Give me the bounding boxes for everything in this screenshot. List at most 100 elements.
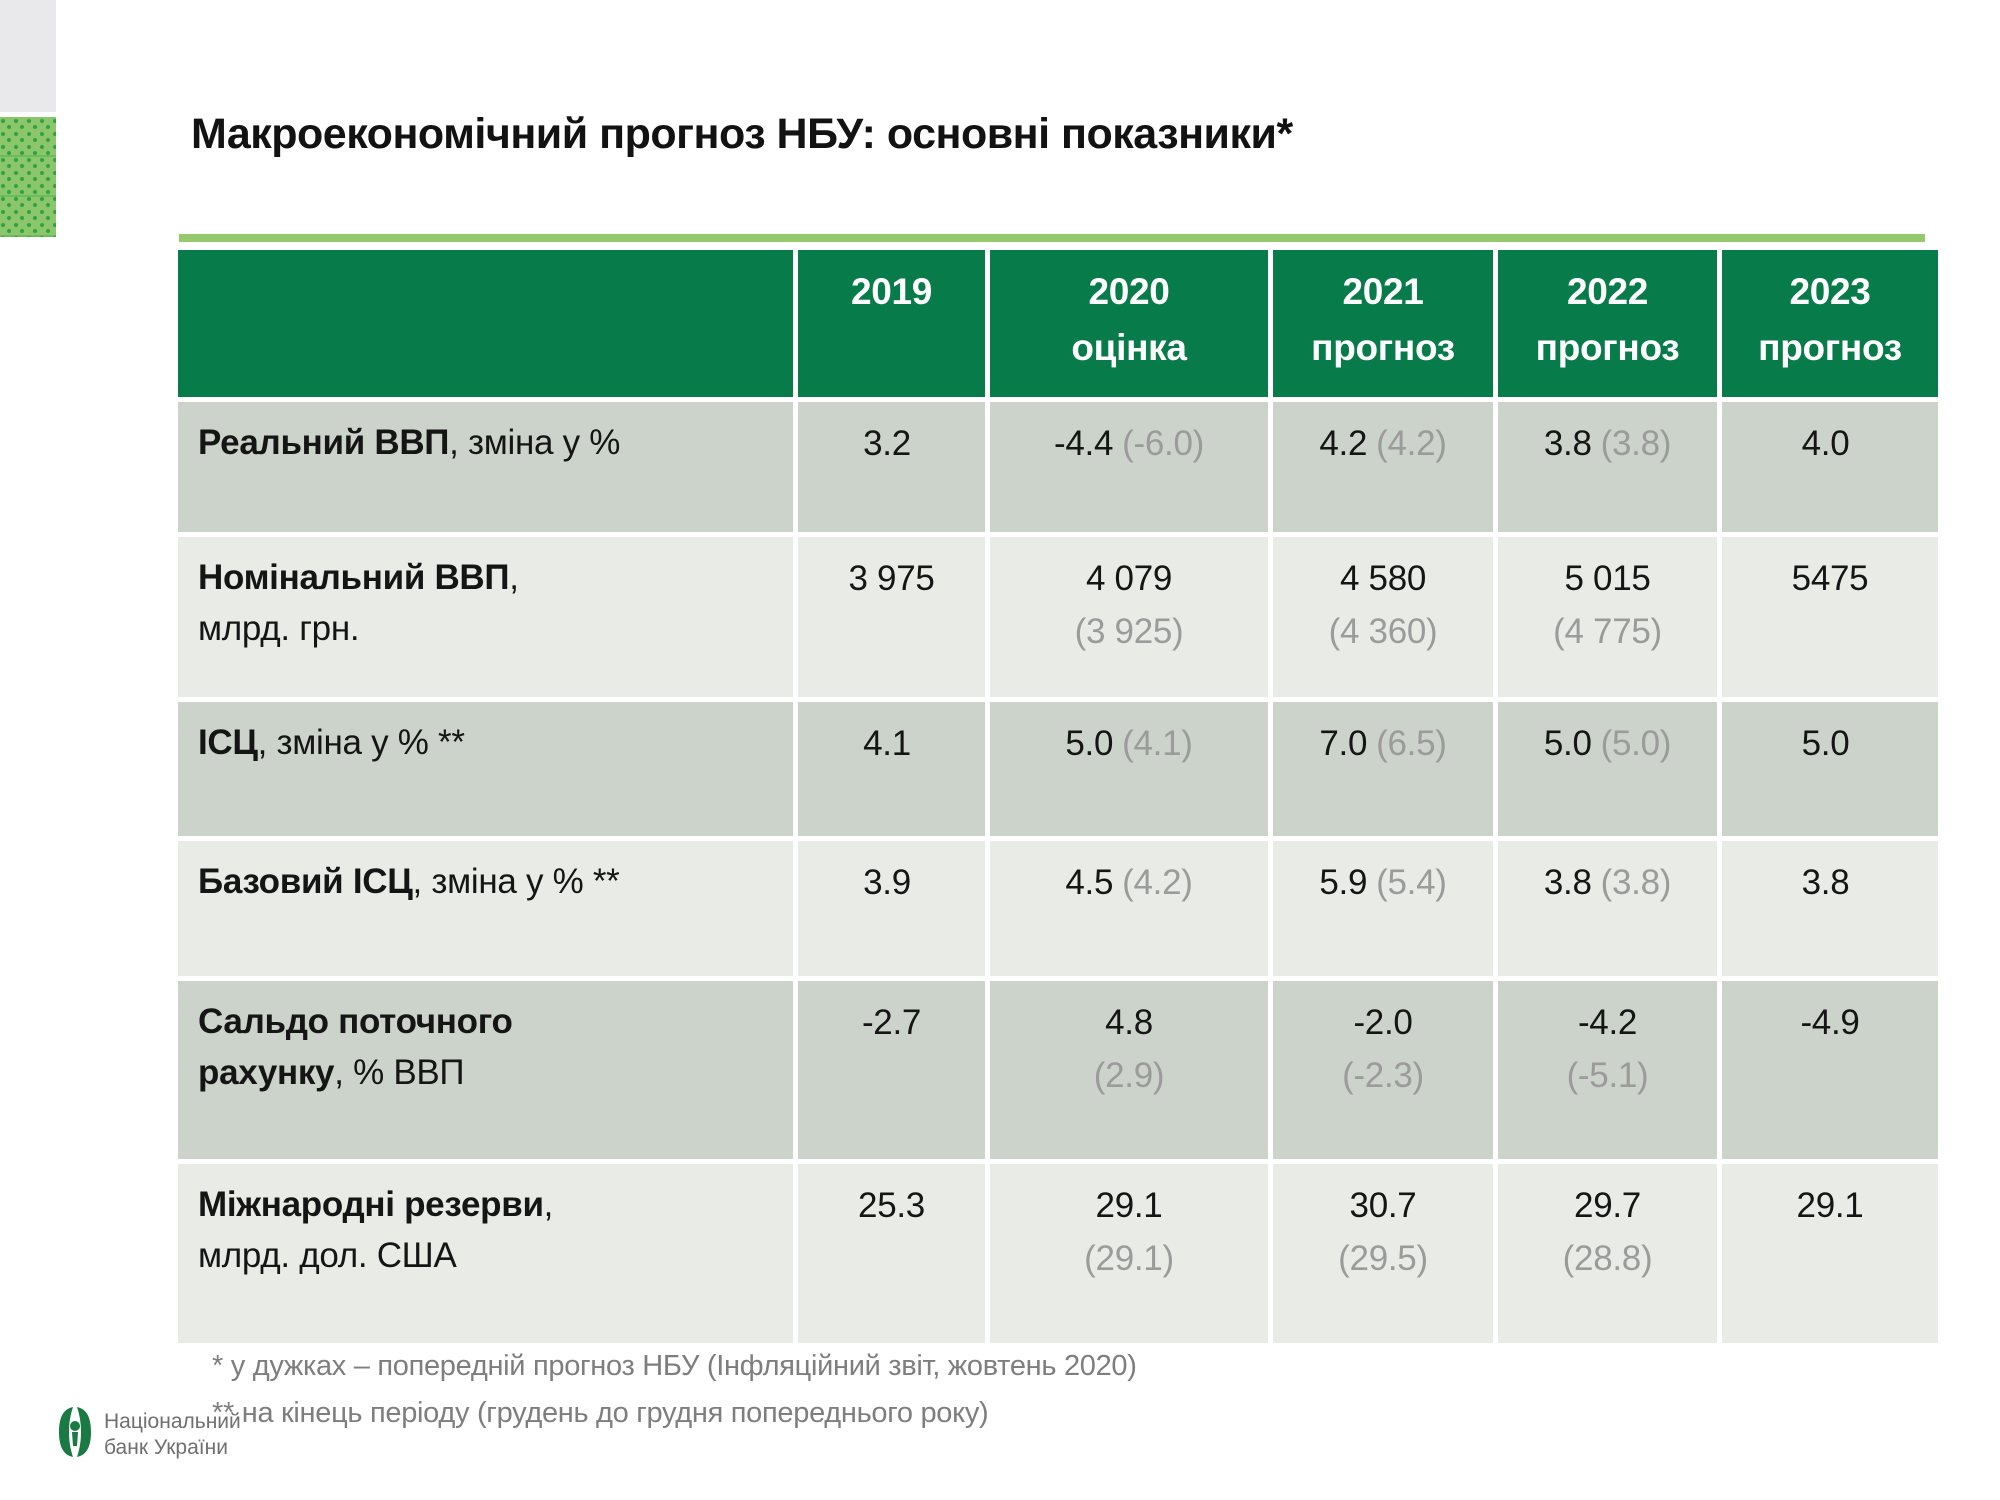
- value-previous: (2.9): [1093, 1055, 1165, 1095]
- value-previous: (-5.1): [1566, 1055, 1649, 1095]
- value-main: 4 580: [1339, 559, 1427, 598]
- cell-core-cpi-2020: 4.5 (4.2): [990, 841, 1268, 976]
- cell-core-cpi-2023: 3.8: [1722, 841, 1938, 976]
- cell-real-gdp-2020: -4.4 (-6.0): [990, 402, 1268, 532]
- cell-reserves-2021: 30.7 (29.5): [1273, 1164, 1493, 1343]
- footnotes: * у дужках – попередній прогноз НБУ (Інф…: [212, 1350, 1137, 1444]
- table-header-2021: 2021 прогноз: [1273, 250, 1493, 397]
- label-rest: млрд. грн.: [198, 608, 360, 648]
- cell-current-account-2022: -4.2 (-5.1): [1498, 981, 1717, 1159]
- value-main: 4.2: [1319, 424, 1368, 463]
- table-header-empty: [178, 250, 793, 397]
- value-previous: (4 775): [1553, 611, 1662, 651]
- header-year: 2023: [1789, 271, 1871, 312]
- value-previous: (3 925): [1074, 611, 1184, 651]
- value-main: 29.1: [1095, 1186, 1163, 1225]
- nbu-logo-text: Національний банк України: [104, 1409, 241, 1459]
- table-header-2020: 2020 оцінка: [990, 250, 1268, 397]
- cell-current-account-2023: -4.9: [1722, 981, 1938, 1159]
- cell-reserves-2020: 29.1 (29.1): [990, 1164, 1268, 1343]
- label-rest: , зміна у % **: [257, 723, 465, 762]
- nbu-logo-line1: Національний: [104, 1410, 241, 1434]
- value-main: -4.2: [1577, 1003, 1638, 1042]
- corner-gray-block: [0, 0, 56, 112]
- value-main: 4.1: [863, 724, 911, 763]
- value-main: 7.0: [1319, 724, 1368, 763]
- footnote-2: ** на кінець періоду (грудень до грудня …: [212, 1397, 989, 1429]
- cell-current-account-2020: 4.8 (2.9): [990, 981, 1268, 1159]
- value-previous: (-6.0): [1122, 424, 1204, 463]
- label-rest: , зміна у % **: [412, 862, 620, 901]
- label-bold: Номінальний ВВП: [198, 558, 510, 597]
- cell-core-cpi-2022: 3.8 (3.8): [1498, 841, 1717, 976]
- cell-real-gdp-2023: 4.0: [1722, 402, 1938, 532]
- value-previous: (4 360): [1328, 611, 1438, 651]
- value-previous: (5.4): [1376, 863, 1447, 902]
- value-previous: (29.1): [1084, 1238, 1174, 1278]
- label-bold: Реальний ВВП: [198, 423, 450, 462]
- header-year: 2021: [1342, 271, 1424, 312]
- cell-real-gdp-2021: 4.2 (4.2): [1273, 402, 1493, 532]
- header-year: 2022: [1566, 271, 1649, 312]
- cell-current-account-2019: -2.7: [798, 981, 985, 1159]
- row-label-nominal-gdp: Номінальний ВВП, млрд. грн.: [178, 537, 793, 697]
- value-previous: (6.5): [1376, 724, 1447, 763]
- row-label-core-cpi: Базовий ІСЦ, зміна у % **: [178, 841, 793, 976]
- value-main: 5.0: [1801, 724, 1850, 763]
- row-label-international-reserves: Міжнародні резерви, млрд. дол. США: [178, 1164, 793, 1343]
- value-main: 4.8: [1105, 1003, 1153, 1042]
- cell-current-account-2021: -2.0 (-2.3): [1273, 981, 1493, 1159]
- nbu-emblem-icon: [57, 1406, 93, 1463]
- label-rest: , зміна у %: [449, 423, 621, 462]
- cell-reserves-2022: 29.7 (28.8): [1498, 1164, 1717, 1343]
- macro-forecast-table: 2019 2020 оцінка 2021 прогноз 2022 прогн…: [178, 250, 1938, 1343]
- cell-reserves-2023: 29.1: [1722, 1164, 1938, 1343]
- corner-guilloche-pattern: [0, 117, 56, 237]
- header-year: 2020: [1088, 271, 1170, 312]
- label-bold: ІСЦ: [198, 723, 258, 762]
- page-title: Макроекономічний прогноз НБУ: основні по…: [191, 110, 1293, 158]
- header-sub: прогноз: [1311, 326, 1455, 368]
- value-previous: (4.2): [1122, 863, 1193, 902]
- cell-nominal-gdp-2019: 3 975: [798, 537, 985, 697]
- title-underline: [179, 234, 1925, 242]
- header-sub: прогноз: [1535, 326, 1680, 368]
- label-rest: ,: [543, 1185, 554, 1224]
- value-main: 25.3: [858, 1186, 925, 1225]
- value-previous: (4.1): [1122, 724, 1193, 763]
- cell-nominal-gdp-2023: 5475: [1722, 537, 1938, 697]
- value-previous: (-2.3): [1342, 1055, 1424, 1095]
- cell-cpi-2023: 5.0: [1722, 702, 1938, 836]
- value-main: 29.1: [1796, 1186, 1864, 1225]
- value-main: 5 015: [1564, 559, 1651, 598]
- header-sub: оцінка: [1071, 326, 1187, 368]
- cell-nominal-gdp-2020: 4 079 (3 925): [990, 537, 1268, 697]
- value-previous: (28.8): [1562, 1238, 1653, 1278]
- header-year: 2019: [850, 271, 933, 312]
- value-main: -2.7: [861, 1003, 922, 1042]
- label-rest: ,: [509, 558, 519, 597]
- value-main: 4.0: [1801, 424, 1850, 463]
- value-previous: (3.8): [1600, 863, 1672, 902]
- cell-cpi-2022: 5.0 (5.0): [1498, 702, 1717, 836]
- cell-cpi-2019: 4.1: [798, 702, 985, 836]
- value-main: -2.0: [1353, 1003, 1413, 1042]
- cell-reserves-2019: 25.3: [798, 1164, 985, 1343]
- cell-real-gdp-2022: 3.8 (3.8): [1498, 402, 1717, 532]
- row-label-real-gdp: Реальний ВВП, зміна у %: [178, 402, 793, 532]
- cell-real-gdp-2019: 3.2: [798, 402, 985, 532]
- label-bold: Сальдо поточного: [198, 1002, 513, 1041]
- label-bold: рахунку: [198, 1052, 335, 1092]
- value-main: 3.8: [1543, 863, 1592, 902]
- footnote-1: * у дужках – попередній прогноз НБУ (Інф…: [212, 1350, 1137, 1382]
- nbu-logo: Національний банк України: [57, 1406, 241, 1463]
- cell-nominal-gdp-2022: 5 015 (4 775): [1498, 537, 1717, 697]
- value-main: 5475: [1791, 559, 1869, 598]
- value-main: 5.9: [1319, 863, 1368, 902]
- value-main: 5.0: [1065, 724, 1114, 763]
- value-main: 3.8: [1801, 863, 1850, 902]
- label-rest: , % ВВП: [334, 1052, 465, 1092]
- label-rest: млрд. дол. США: [198, 1235, 457, 1275]
- value-main: -4.4: [1054, 424, 1114, 463]
- row-label-cpi: ІСЦ, зміна у % **: [178, 702, 793, 836]
